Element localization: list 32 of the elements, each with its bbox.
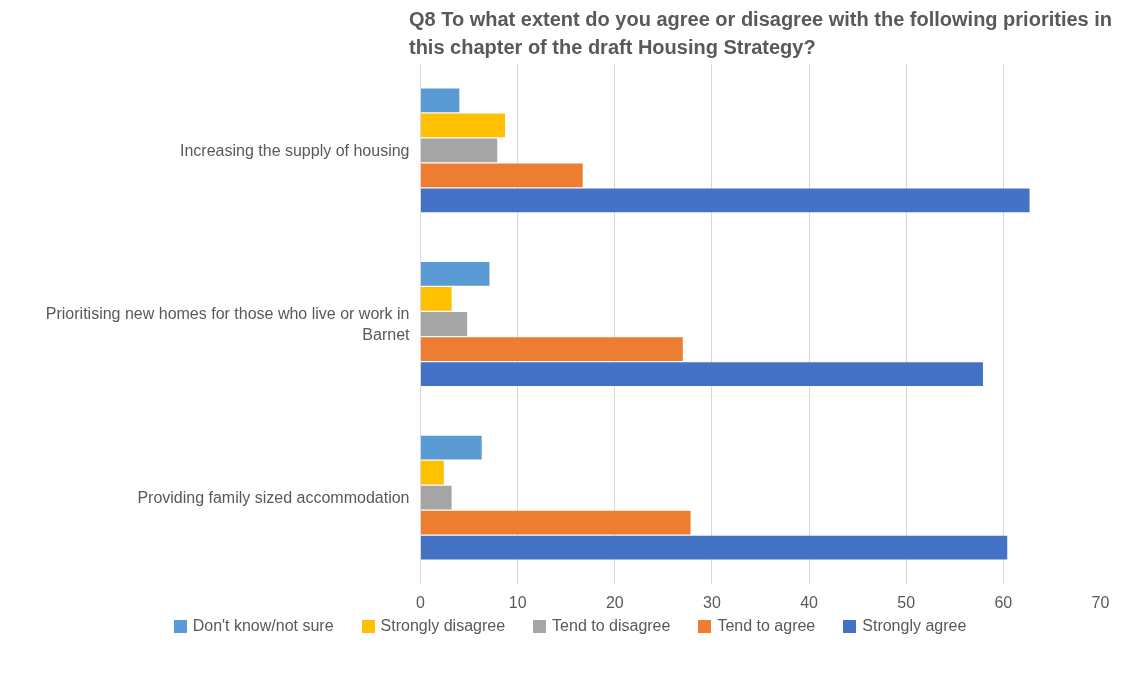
x-tick-label: 10 — [508, 593, 527, 611]
bar — [420, 485, 452, 510]
bar — [420, 510, 691, 535]
bar — [420, 88, 460, 113]
bar — [420, 188, 1030, 213]
bar — [420, 535, 1008, 560]
legend-label: Tend to agree — [717, 616, 816, 636]
x-tick-label: 60 — [994, 593, 1013, 611]
x-tick-label: 40 — [800, 593, 819, 611]
bar — [420, 460, 444, 485]
y-tick-label: Increasing the supply of housing — [180, 141, 410, 159]
y-tick-label: Prioritising new homes for those who live or work in Barnet — [45, 305, 411, 343]
bar — [420, 262, 490, 286]
bar — [420, 163, 583, 188]
bar — [420, 287, 452, 311]
chart-title: Q8 To what extent do you agree or disagree with the following priorities in this chapter of the draft Housing Strategy? — [408, 7, 1113, 59]
bar — [420, 312, 468, 336]
bar — [420, 138, 498, 163]
bar — [420, 435, 482, 460]
x-tick-label: 20 — [605, 593, 624, 611]
legend-label: Strongly agree — [862, 616, 967, 636]
bar — [420, 337, 683, 361]
legend-label: Strongly disagree — [380, 616, 506, 636]
x-tick-label: 50 — [897, 593, 916, 611]
x-tick-label: 70 — [1091, 593, 1110, 611]
x-tick-label: 30 — [703, 593, 721, 611]
bar — [420, 362, 983, 386]
legend-label: Don't know/not sure — [192, 616, 334, 636]
x-tick-label: 0 — [416, 593, 426, 611]
bar — [420, 113, 506, 138]
y-tick-label: Providing family sized accommodation — [137, 489, 410, 507]
legend-label: Tend to disagree — [552, 616, 671, 636]
